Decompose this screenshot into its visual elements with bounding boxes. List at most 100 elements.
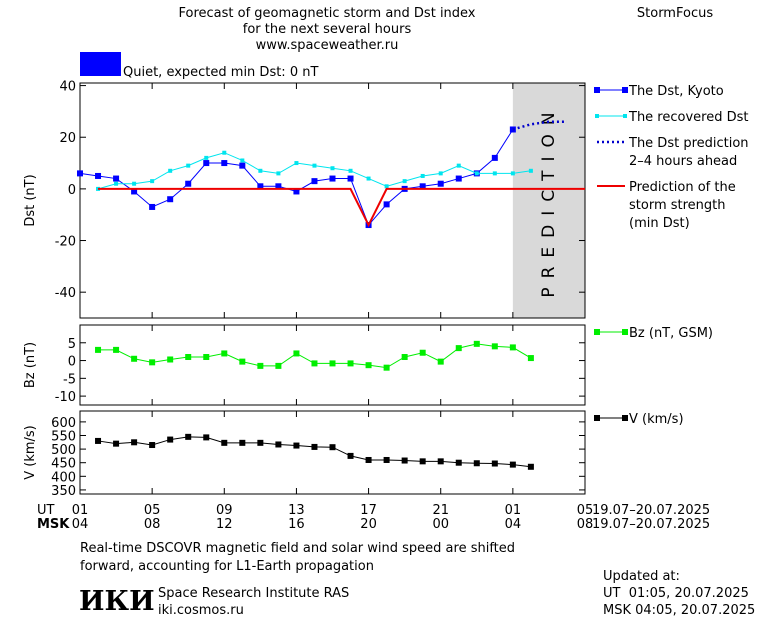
marker [221, 160, 228, 167]
marker [437, 180, 444, 187]
marker [473, 460, 480, 467]
marker [330, 166, 335, 171]
marker [257, 183, 264, 190]
marker [221, 350, 228, 357]
y-tick-label: 0 [68, 183, 76, 198]
marker [131, 439, 138, 446]
logo: ИКИ [79, 586, 155, 617]
y-tick-label: 500 [51, 443, 76, 458]
y-tick-label: 350 [51, 484, 76, 499]
marker [329, 360, 336, 367]
marker [185, 433, 192, 440]
marker [594, 329, 600, 335]
marker [365, 362, 372, 369]
marker [203, 160, 210, 167]
marker [114, 181, 119, 186]
marker [401, 457, 408, 464]
date-range: 19.07–20.07.2025 [592, 517, 710, 532]
marker [149, 442, 156, 449]
marker [401, 354, 408, 360]
y-axis-label: Bz (nT) [23, 342, 38, 388]
marker [455, 175, 462, 182]
marker [527, 463, 534, 470]
institute: Space Research Institute RAS [158, 586, 349, 601]
y-tick-label: -20 [55, 235, 76, 250]
marker [131, 355, 138, 362]
title: www.spaceweather.ru [256, 38, 399, 53]
legend-label: The Dst prediction 2–4 hours ahead [628, 136, 749, 169]
marker [347, 175, 354, 182]
marker [455, 459, 462, 466]
marker [491, 343, 498, 350]
marker [293, 442, 300, 449]
y-tick-label: 600 [51, 416, 76, 431]
series-line [98, 187, 585, 228]
marker [528, 168, 533, 173]
legend-label: The Dst, Kyoto [628, 84, 724, 99]
legend-label: The recovered Dst [628, 110, 748, 125]
marker [366, 176, 371, 181]
marker [132, 181, 137, 186]
x-tick-label: 09 [216, 503, 233, 518]
marker [438, 171, 443, 176]
x-tick-label: 05 [144, 503, 161, 518]
marker [203, 354, 210, 360]
y-axis-label: Dst (nT) [23, 174, 38, 226]
marker [455, 345, 462, 352]
marker [77, 170, 83, 177]
marker [168, 168, 173, 173]
marker [419, 458, 426, 465]
updated: Updated at: [603, 569, 680, 584]
y-tick-label: -5 [63, 372, 76, 387]
x-tick-label: 05 [577, 503, 594, 518]
title: for the next several hours [243, 22, 412, 37]
marker [95, 437, 102, 444]
prediction-label: PREDICTION [539, 103, 559, 297]
marker [95, 346, 102, 353]
marker [419, 183, 426, 190]
marker [239, 439, 246, 446]
marker [623, 114, 627, 118]
marker [257, 439, 264, 446]
x-axis-name: UT [37, 503, 55, 518]
note: forward, accounting for L1-Earth propaga… [80, 559, 374, 574]
marker [204, 155, 209, 160]
marker [492, 171, 497, 176]
title: Forecast of geomagnetic storm and Dst in… [178, 6, 475, 21]
marker [347, 360, 354, 367]
marker [456, 163, 461, 168]
marker [311, 178, 318, 185]
plot-frame [79, 324, 586, 406]
y-tick-label: 400 [51, 470, 76, 485]
marker [203, 434, 210, 441]
y-tick-label: -40 [55, 286, 76, 301]
marker [294, 161, 299, 166]
marker [167, 196, 174, 203]
marker [383, 364, 390, 371]
marker [329, 175, 336, 182]
marker [622, 415, 628, 421]
y-tick-label: -10 [55, 390, 76, 405]
updated: UT 01:05, 20.07.2025 [603, 586, 749, 601]
marker [383, 201, 390, 208]
x-tick-label-msk: 00 [432, 517, 449, 532]
marker [312, 163, 317, 168]
marker [150, 179, 155, 184]
marker [113, 440, 120, 447]
date-range: 19.07–20.07.2025 [592, 503, 710, 518]
x-tick-label: 01 [505, 503, 522, 518]
status-box [80, 52, 121, 76]
marker [257, 362, 264, 369]
marker [384, 184, 389, 189]
legend-label: V (km/s) [629, 412, 684, 427]
marker [594, 415, 600, 421]
site: iki.cosmos.ru [158, 603, 244, 618]
x-tick-label-msk: 20 [360, 517, 377, 532]
x-tick-label-msk: 08 [144, 517, 161, 532]
marker [510, 171, 515, 176]
marker [293, 188, 300, 195]
marker [275, 441, 282, 448]
marker [275, 183, 282, 190]
marker [240, 158, 245, 163]
